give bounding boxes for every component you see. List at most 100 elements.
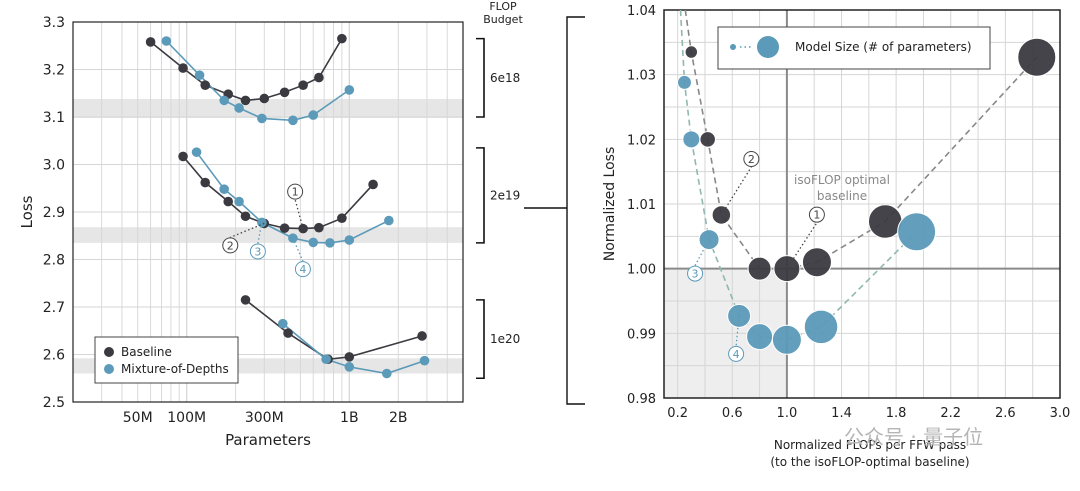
- left-legend: Baseline Mixture-of-Depths: [94, 336, 239, 384]
- data-point-baseline: [699, 131, 716, 148]
- data-point-mod: [803, 309, 839, 345]
- budget-bracket: [476, 37, 485, 118]
- x-tick-label: 100M: [167, 410, 206, 426]
- x-tick-label: 1.0: [777, 406, 798, 421]
- budget-label: 2e19: [490, 188, 520, 202]
- data-point-baseline: [368, 179, 378, 190]
- annotation-circle: [287, 183, 304, 200]
- data-point-baseline: [801, 247, 832, 278]
- y-tick-label: 1.00: [627, 263, 656, 278]
- data-point-baseline: [259, 93, 270, 104]
- annotation-circle: [808, 206, 825, 223]
- x-tick-label: 50M: [123, 410, 153, 426]
- right-y-tick-labels: 0.98 0.99 1.00 1.01 1.02 1.03 1.04: [627, 4, 656, 407]
- data-point-baseline: [223, 196, 233, 207]
- right-series-points: [676, 37, 1057, 355]
- flop-budget-bands: [73, 98, 463, 374]
- legend-baseline-label: Baseline: [121, 345, 172, 359]
- series-line-baseline: [182, 155, 374, 230]
- y-tick-label: 1.01: [627, 198, 656, 213]
- y-tick-label: 3.0: [43, 158, 65, 174]
- isoflop-optimal-note-line1: isoFLOP optimal: [794, 173, 890, 187]
- data-point-baseline: [298, 223, 308, 234]
- data-point-baseline: [200, 177, 211, 188]
- budget-label: 6e18: [490, 71, 520, 85]
- annotation-leader: [735, 315, 740, 346]
- data-point-baseline: [279, 223, 290, 233]
- left-annotations: 1 2 3 4: [222, 183, 311, 278]
- data-point-baseline: [314, 72, 324, 83]
- y-tick-label: 2.9: [43, 205, 65, 221]
- right-chart: 0.98 0.99 1.00 1.01 1.02 1.03 1.04 0.2 0.6 1.0 1.…: [602, 4, 1070, 469]
- data-point-baseline: [240, 211, 251, 222]
- y-tick-label: 0.99: [627, 327, 656, 342]
- left-legend-box: [94, 336, 239, 384]
- legend-mod-marker: [104, 364, 114, 374]
- data-point-mod: [219, 184, 229, 194]
- budget-bracket: [476, 299, 485, 380]
- annotation-circle: [222, 237, 239, 254]
- data-point-baseline: [200, 80, 211, 90]
- data-point-mod: [771, 324, 802, 355]
- y-tick-label: 3.2: [43, 63, 65, 79]
- x-tick-label: 0.2: [667, 406, 688, 421]
- data-point-baseline: [178, 151, 188, 162]
- data-point-mod: [219, 95, 229, 106]
- data-point-mod: [344, 235, 355, 245]
- annotation-number: 3: [692, 268, 699, 281]
- data-point-baseline: [867, 204, 903, 239]
- data-point-mod: [325, 238, 335, 248]
- flop-budget-title: FLOP Budget: [483, 0, 523, 26]
- annotation-number: 1: [813, 209, 820, 222]
- series-line-baseline: [150, 38, 343, 102]
- y-tick-label: 2.8: [43, 253, 65, 269]
- x-tick-label: 1B: [340, 410, 359, 426]
- budget-label: 1e20: [490, 332, 520, 346]
- annotation-leader: [720, 166, 752, 216]
- data-point-mod: [257, 217, 267, 228]
- left-y-tick-labels: 2.5 2.6 2.7 2.8 2.9 3.0 3.1 3.2 3.3: [43, 15, 65, 411]
- flop-budget-title-line: Budget: [483, 13, 523, 26]
- data-point-baseline: [337, 213, 347, 223]
- left-series-points: [145, 33, 430, 379]
- right-plot-frame: [663, 9, 1061, 399]
- annotation-number: 2: [748, 153, 755, 166]
- data-point-mod: [321, 354, 331, 365]
- data-point-mod: [897, 212, 937, 252]
- right-x-tick-labels: 0.2 0.6 1.0 1.4 1.8 2.2 2.6 3.0: [667, 406, 1070, 421]
- annotation-circle: [687, 265, 704, 282]
- right-y-axis-label: Normalized Loss: [602, 147, 618, 262]
- y-tick-label: 1.02: [627, 133, 656, 148]
- annotation-circle: [294, 261, 311, 278]
- data-point-baseline: [145, 37, 156, 47]
- legend-small-size-marker: [730, 44, 736, 50]
- data-point-mod: [308, 110, 319, 120]
- annotation-number: 3: [254, 245, 261, 258]
- data-point-mod: [257, 113, 267, 124]
- annotation-circle: [728, 345, 745, 362]
- data-point-mod: [344, 362, 355, 372]
- flop-budget-title-line: FLOP: [489, 0, 517, 13]
- data-point-mod: [234, 196, 244, 207]
- data-point-mod: [278, 318, 288, 329]
- data-point-baseline: [298, 80, 308, 90]
- data-point-mod: [344, 85, 355, 95]
- connector-bracket: [566, 16, 585, 405]
- budget-band-6e18: [73, 98, 463, 118]
- data-point-baseline: [178, 63, 188, 73]
- data-point-mod: [308, 237, 319, 248]
- annotation-number: 4: [733, 348, 740, 361]
- data-point-baseline: [684, 45, 699, 59]
- annotation-leader: [292, 237, 304, 262]
- legend-baseline-marker: [104, 347, 114, 357]
- annotation-circle: [743, 150, 760, 167]
- y-tick-label: 0.98: [627, 392, 656, 407]
- x-tick-label: 0.6: [722, 406, 743, 421]
- y-tick-label: 3.3: [43, 15, 65, 31]
- data-point-baseline: [344, 352, 355, 362]
- left-y-axis-label: Loss: [18, 195, 36, 228]
- data-point-mod: [682, 130, 701, 149]
- annotation-leader: [294, 199, 304, 229]
